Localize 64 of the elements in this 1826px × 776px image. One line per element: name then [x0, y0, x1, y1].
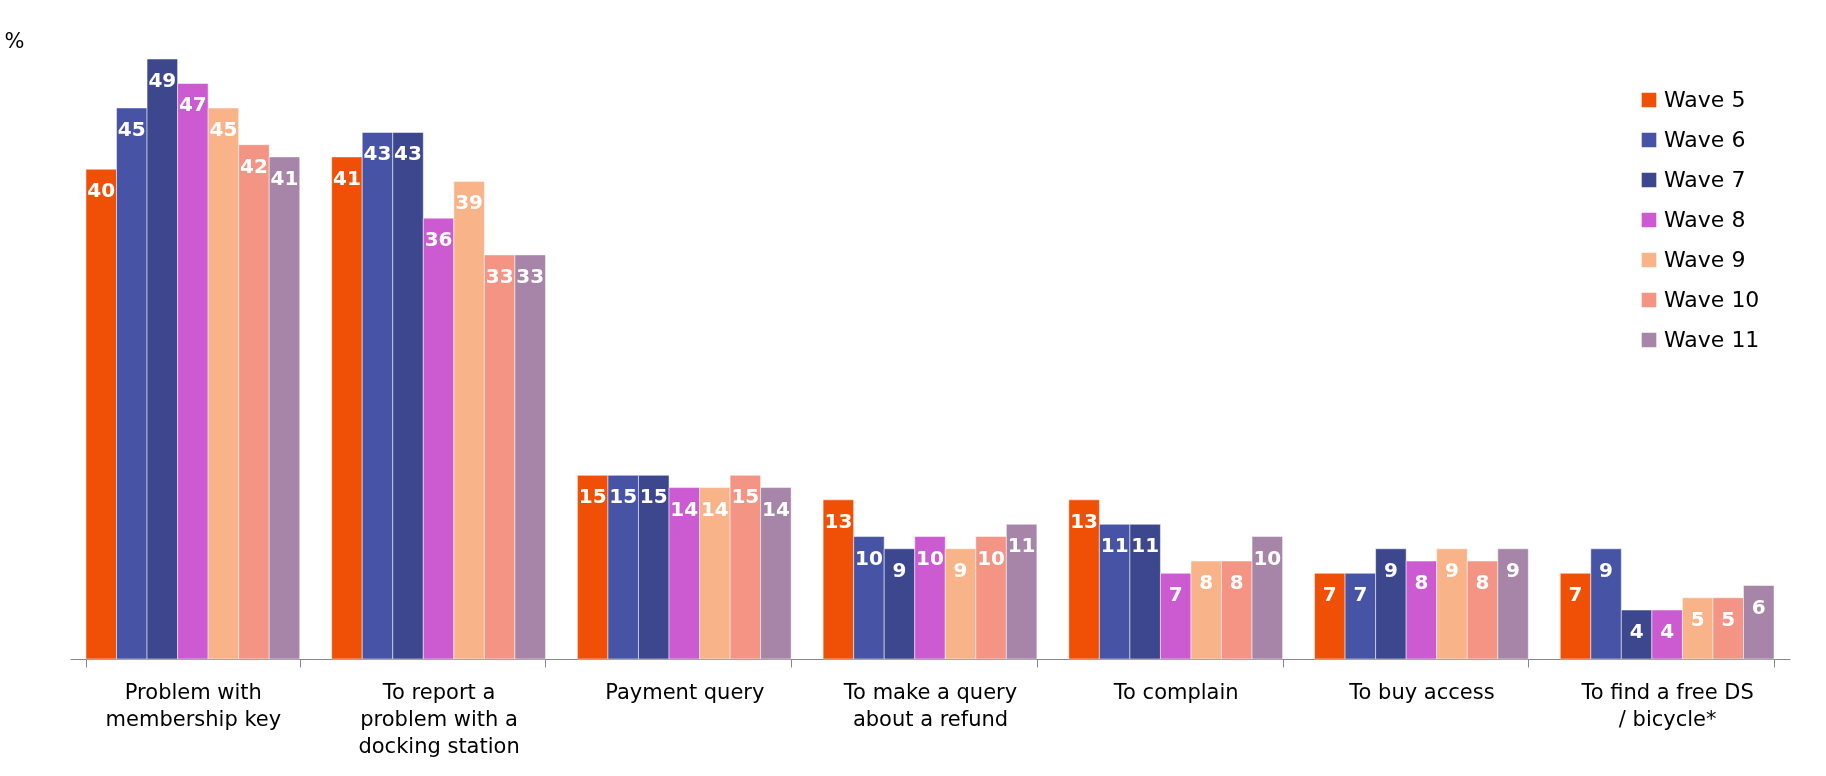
data-label: 33 [485, 263, 514, 288]
data-label: 11 [1007, 533, 1036, 558]
data-label: 8 [1229, 570, 1244, 595]
data-label: 10 [1253, 545, 1282, 570]
data-label: 39 [455, 190, 484, 215]
data-label: 10 [977, 545, 1005, 570]
data-label: 41 [270, 165, 299, 190]
data-label: 11 [1131, 533, 1160, 558]
y-axis-title: % [4, 28, 25, 53]
x-tick-label: To complain [1112, 679, 1239, 704]
data-label: 6 [1751, 594, 1766, 619]
data-label: 4 [1629, 619, 1644, 644]
data-label: 13 [1070, 508, 1099, 533]
data-label: 15 [639, 484, 668, 509]
data-label: 13 [824, 508, 853, 533]
data-label: 8 [1414, 570, 1429, 595]
data-label: 15 [609, 484, 638, 509]
x-tick-label: Payment query [605, 679, 765, 704]
data-label: 43 [363, 141, 392, 166]
data-label: 9 [1506, 557, 1521, 582]
data-label: 7 [1353, 582, 1368, 607]
data-label: 40 [87, 178, 116, 203]
legend-label: Wave 9 [1664, 247, 1746, 272]
data-label: 43 [394, 141, 422, 166]
data-label: 10 [916, 545, 944, 570]
x-tick-label: To find a free DS / bicycle* [1580, 679, 1754, 731]
legend-label: Wave 11 [1664, 327, 1760, 352]
x-tick-label: To make a query about a refund [842, 679, 1018, 731]
legend-label: Wave 8 [1664, 207, 1746, 232]
data-label: 9 [892, 557, 907, 582]
x-tick-label: Problem with membership key [105, 679, 282, 731]
data-label: 49 [148, 68, 177, 92]
data-label: 36 [424, 227, 453, 252]
x-tick-label: To report a problem with a docking station [358, 679, 520, 758]
legend-label: Wave 5 [1664, 87, 1746, 112]
data-label: 7 [1322, 582, 1337, 607]
data-label: 14 [700, 496, 729, 521]
data-label: 5 [1721, 606, 1736, 631]
data-label: 45 [117, 116, 146, 141]
data-label: 15 [731, 484, 760, 509]
data-label: 45 [209, 116, 238, 141]
data-label: 4 [1660, 619, 1675, 644]
data-label: 42 [240, 153, 268, 178]
data-label: 41 [333, 165, 361, 190]
data-label: 14 [761, 496, 790, 521]
data-label: 7 [1168, 582, 1183, 607]
data-label: 9 [1445, 557, 1459, 582]
data-label: 10 [855, 545, 883, 570]
legend-label: Wave 7 [1664, 167, 1746, 192]
data-label: 9 [1599, 557, 1614, 582]
data-label: 11 [1100, 533, 1129, 558]
data-label: 8 [1199, 570, 1214, 595]
data-label: 47 [178, 92, 207, 117]
data-label: 15 [578, 484, 607, 509]
x-tick-label: To buy access [1348, 679, 1495, 704]
legend-label: Wave 6 [1664, 127, 1746, 152]
data-label: 14 [670, 496, 699, 521]
data-label: 7 [1568, 582, 1583, 607]
data-label: 9 [953, 557, 968, 582]
data-label: 9 [1383, 557, 1398, 582]
data-label: 5 [1690, 606, 1705, 631]
data-label: 33 [516, 263, 545, 288]
data-label: 8 [1475, 570, 1490, 595]
legend-label: Wave 10 [1664, 287, 1760, 312]
